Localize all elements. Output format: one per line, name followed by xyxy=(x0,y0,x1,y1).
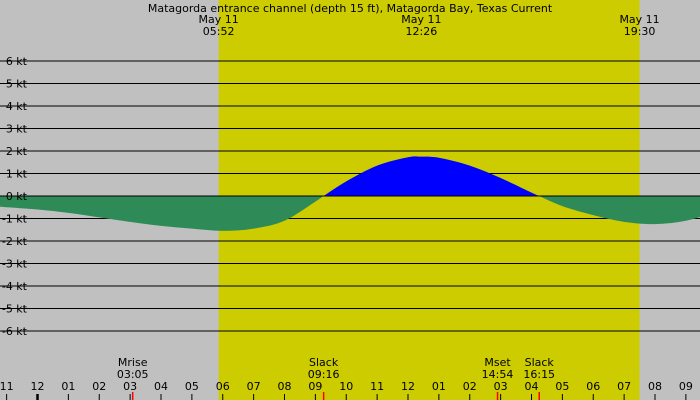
x-tick-label: 09 xyxy=(679,380,693,393)
current-areas xyxy=(0,156,700,231)
y-tick-label: 5 kt xyxy=(6,78,28,91)
x-tick-label: 07 xyxy=(247,380,261,393)
x-tick-label: 03 xyxy=(494,380,508,393)
y-tick-label: 4 kt xyxy=(6,100,28,113)
x-tick-label: 04 xyxy=(525,380,539,393)
y-tick-label: -1 kt xyxy=(2,213,28,226)
x-tick-label: 05 xyxy=(555,380,569,393)
ebb-current-area xyxy=(0,196,700,231)
event-time: 05:52 xyxy=(203,25,235,38)
moon-slack-name: Slack xyxy=(525,356,555,369)
y-tick-label: -2 kt xyxy=(2,235,28,248)
event-time: 19:30 xyxy=(624,25,656,38)
moon-slack-time: 16:15 xyxy=(523,368,555,381)
y-tick-label: -4 kt xyxy=(2,280,28,293)
chart-title: Matagorda entrance channel (depth 15 ft)… xyxy=(148,2,553,15)
moon-slack-name: Slack xyxy=(309,356,339,369)
x-tick-label: 02 xyxy=(92,380,106,393)
x-tick-label: 10 xyxy=(339,380,353,393)
x-axis: 11 12 01 02 03 04 05 06 07 08 09 10 11 12 01 02 03 04 05 06… xyxy=(0,380,693,400)
flood-current-area xyxy=(0,156,700,196)
x-tick-label: 08 xyxy=(648,380,662,393)
moon-slack-time: 09:16 xyxy=(308,368,340,381)
x-tick-label: 06 xyxy=(216,380,230,393)
x-tick-label: 02 xyxy=(463,380,477,393)
moon-slack-name: Mset xyxy=(484,356,511,369)
x-tick-label: 12 xyxy=(31,380,45,393)
moon-slack-time: 03:05 xyxy=(117,368,149,381)
y-tick-label: -5 kt xyxy=(2,303,28,316)
x-tick-label: 07 xyxy=(617,380,631,393)
y-axis: 6 kt 5 kt 4 kt 3 kt 2 kt 1 kt 0 kt -1 kt -2 kt -3… xyxy=(2,55,34,338)
x-tick-label: 09 xyxy=(308,380,322,393)
y-tick-label: -6 kt xyxy=(2,325,28,338)
event-date: May 11 xyxy=(199,13,239,26)
x-tick-label: 11 xyxy=(370,380,384,393)
x-tick-label: 01 xyxy=(432,380,446,393)
x-tick-label: 01 xyxy=(61,380,75,393)
y-tick-label: 6 kt xyxy=(6,55,28,68)
y-tick-label: -3 kt xyxy=(2,258,28,271)
moon-slack-time: 14:54 xyxy=(482,368,514,381)
event-time: 12:26 xyxy=(406,25,438,38)
x-tick-label: 03 xyxy=(123,380,137,393)
y-tick-label: 3 kt xyxy=(6,123,28,136)
x-tick-label: 12 xyxy=(401,380,415,393)
y-tick-label: 2 kt xyxy=(6,145,28,158)
x-tick-label: 05 xyxy=(185,380,199,393)
x-tick-label: 08 xyxy=(278,380,292,393)
x-tick-label: 04 xyxy=(154,380,168,393)
event-date: May 11 xyxy=(401,13,441,26)
y-tick-label: 1 kt xyxy=(6,168,28,181)
x-tick-label: 06 xyxy=(586,380,600,393)
y-tick-label: 0 kt xyxy=(6,190,28,203)
x-tick-label: 11 xyxy=(0,380,14,393)
event-date: May 11 xyxy=(619,13,659,26)
moon-slack-name: Mrise xyxy=(118,356,148,369)
